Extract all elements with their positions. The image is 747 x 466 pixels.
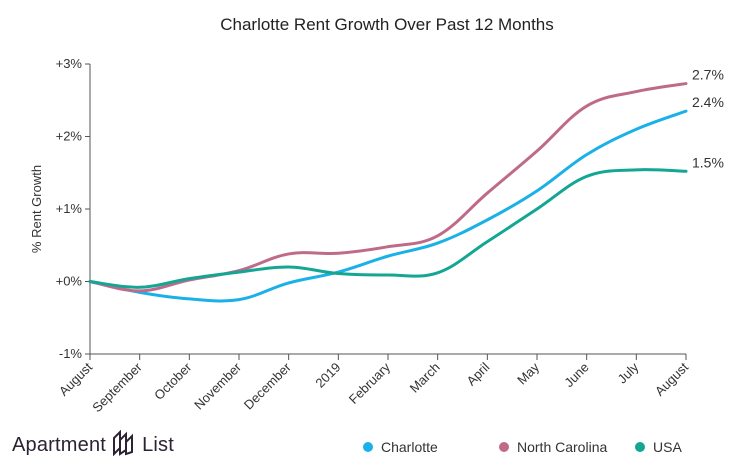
x-tick-label: February	[346, 359, 394, 407]
x-tick-label: November	[191, 359, 244, 412]
x-tick-label: 2019	[312, 360, 343, 391]
y-axis-label: % Rent Growth	[29, 165, 44, 253]
legend-marker-usa	[635, 442, 645, 452]
x-tick-label: December	[241, 359, 294, 412]
x-tick-label: September	[89, 359, 145, 415]
x-tick-label: April	[463, 359, 492, 388]
x-tick-label: March	[407, 360, 443, 396]
chart-title: Charlotte Rent Growth Over Past 12 Month…	[220, 15, 554, 34]
end-label-north-carolina: 2.7%	[692, 67, 724, 83]
brand-left-text: Apartment	[12, 433, 107, 456]
series-lines	[88, 82, 688, 303]
legend-label-usa: USA	[653, 439, 682, 455]
brand-right-text: List	[142, 433, 175, 456]
x-tick-label: October	[151, 359, 195, 403]
y-tick-label: -1%	[59, 346, 83, 361]
x-tick-label: May	[514, 359, 542, 387]
legend-label-charlotte: Charlotte	[381, 439, 438, 455]
x-tick-label: August	[56, 359, 95, 398]
legend-marker-charlotte	[363, 442, 373, 452]
apartment-list-logo: Apartment List	[12, 429, 175, 461]
series-line-charlotte	[88, 109, 688, 303]
x-tick-label: August	[652, 359, 691, 398]
x-tick-label: July	[614, 359, 641, 386]
legend-label-north-carolina: North Carolina	[517, 439, 607, 455]
y-tick-label: +2%	[56, 129, 83, 144]
series-line-usa	[88, 168, 688, 289]
apartment-list-logo-icon	[112, 429, 136, 461]
x-tick-label: June	[561, 360, 592, 391]
end-label-usa: 1.5%	[692, 154, 724, 170]
end-label-charlotte: 2.4%	[692, 94, 724, 110]
series-line-north-carolina	[88, 82, 688, 293]
y-tick-label: +0%	[56, 274, 83, 289]
legend-marker-north-carolina	[499, 442, 509, 452]
y-tick-label: +1%	[56, 201, 83, 216]
end-labels: 2.4% 2.7% 1.5%	[692, 67, 724, 171]
legend: Charlotte North Carolina USA	[363, 439, 682, 455]
y-tick-label: +3%	[56, 56, 83, 71]
